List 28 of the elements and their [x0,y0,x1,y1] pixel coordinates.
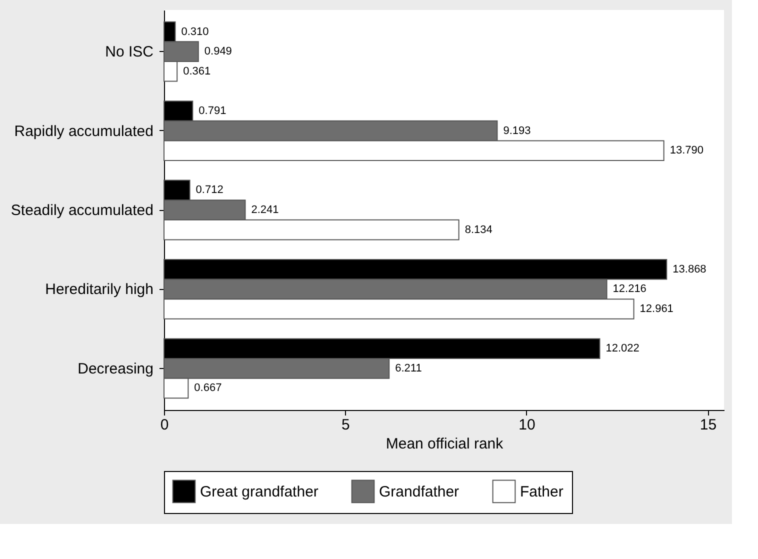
data-label: 0.712 [196,184,224,196]
x-tick-label: 10 [518,416,536,434]
data-label: 6.211 [395,362,422,374]
data-label: 0.791 [198,104,226,117]
x-axis-title: Mean official rank [386,436,504,452]
data-label: 12.022 [606,342,640,355]
data-label: 13.868 [672,263,706,276]
y-tick-label: Decreasing [78,360,154,378]
data-label: 9.193 [503,124,531,137]
data-label: 12.216 [612,283,646,296]
x-tick-label: 5 [342,416,350,434]
data-label: 13.790 [670,144,704,157]
data-label: 0.310 [181,26,209,38]
legend-label: Grandfather [379,483,460,500]
data-label: 12.961 [640,303,674,316]
legend-label: Father [520,483,564,500]
x-tick-label: 15 [700,416,717,434]
x-tick-label: 0 [160,416,169,434]
data-label: 2.241 [251,204,279,216]
y-tick-label: No ISC [105,44,154,61]
data-label: 0.361 [183,65,211,78]
data-label: 8.134 [464,224,492,236]
data-label: 0.667 [194,382,222,394]
data-label: 0.949 [204,46,232,58]
y-tick-label: Steadily accumulated [10,202,154,219]
y-tick-label: Rapidly accumulated [14,122,154,140]
legend-label: Great grandfather [200,483,318,500]
y-tick-label: Hereditarily high [45,281,154,298]
